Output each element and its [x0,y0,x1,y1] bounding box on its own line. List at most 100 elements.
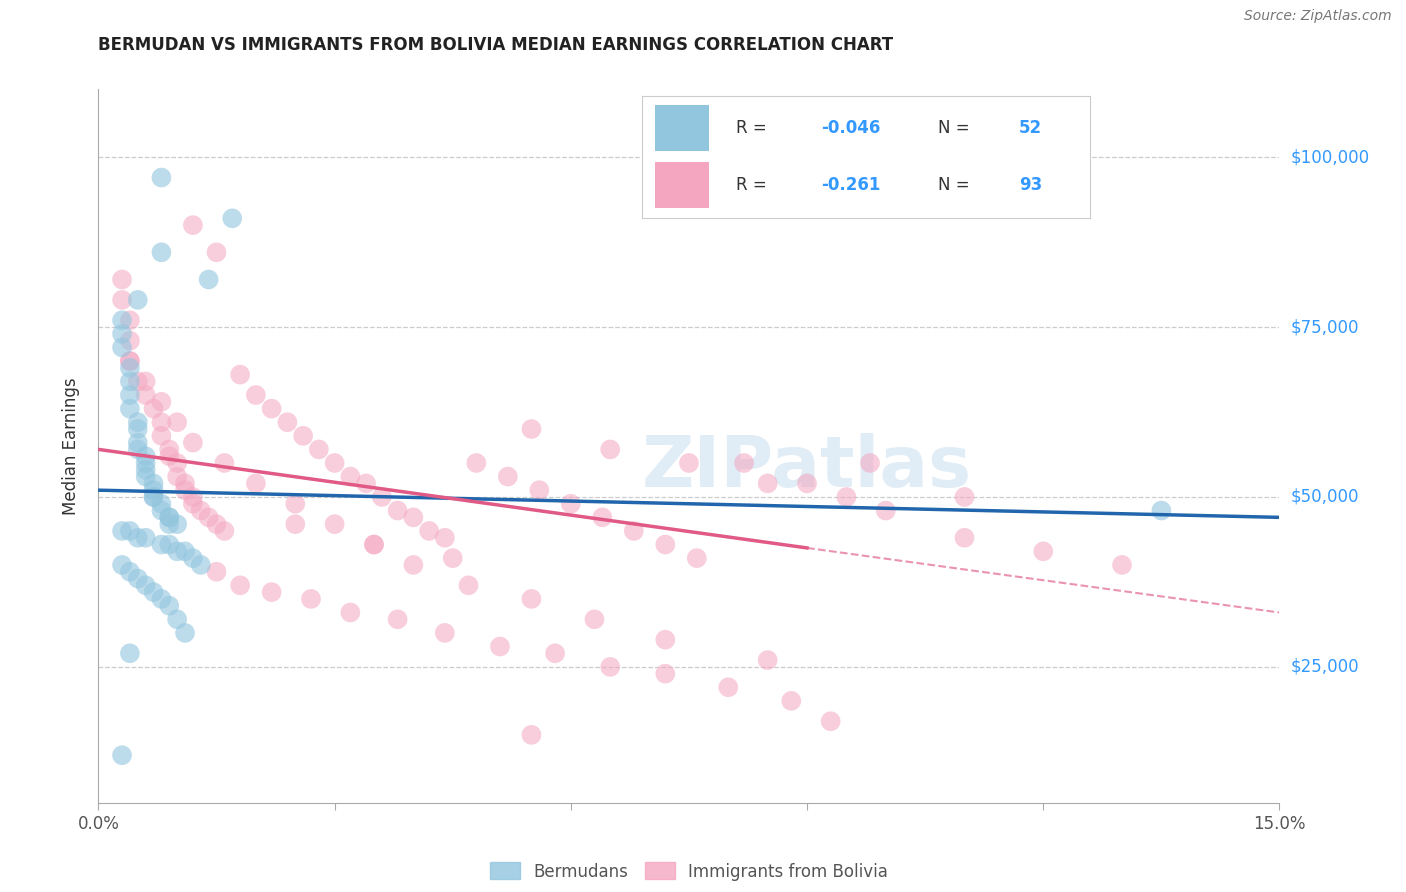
Point [118,524,141,538]
Point [859,456,882,470]
Point [820,714,842,729]
Point [157,442,180,457]
Point [371,490,394,504]
Point [135,463,157,477]
Point [457,578,479,592]
Point [520,728,543,742]
Text: BERMUDAN VS IMMIGRANTS FROM BOLIVIA MEDIAN EARNINGS CORRELATION CHART: BERMUDAN VS IMMIGRANTS FROM BOLIVIA MEDI… [98,36,894,54]
Point [654,537,676,551]
Point [135,578,157,592]
Point [118,334,141,348]
Point [654,632,676,647]
Point [150,503,173,517]
Point [260,585,283,599]
Point [308,442,330,457]
Point [118,354,141,368]
Point [174,483,197,498]
Point [157,510,180,524]
Point [142,490,165,504]
Point [181,497,204,511]
Point [111,326,134,341]
Point [135,469,157,483]
Point [323,456,346,470]
Point [166,469,188,483]
Point [221,211,243,226]
Point [623,524,645,538]
Point [150,497,173,511]
Point [142,483,165,498]
Point [135,375,157,389]
Point [118,388,141,402]
Point [181,435,204,450]
Point [150,394,173,409]
Point [111,524,134,538]
Point [135,456,157,470]
Point [127,293,149,307]
Point [135,531,157,545]
Point [157,510,180,524]
Point [181,218,204,232]
Point [284,497,307,511]
Point [418,524,440,538]
Point [166,415,188,429]
Point [299,591,322,606]
Text: $75,000: $75,000 [1291,318,1360,336]
Point [127,422,149,436]
Point [678,456,700,470]
Point [127,435,149,450]
Point [599,660,621,674]
Point [496,469,519,483]
Point [599,442,621,457]
Point [118,313,141,327]
Point [835,490,858,504]
Point [260,401,283,416]
Point [953,490,976,504]
Point [214,456,236,470]
Point [142,585,165,599]
Point [127,531,149,545]
Point [127,442,149,457]
Point [166,456,188,470]
Point [118,360,141,375]
Point [339,469,361,483]
Point [118,565,141,579]
Text: Source: ZipAtlas.com: Source: ZipAtlas.com [1244,9,1392,23]
Point [363,537,385,551]
Point [135,388,157,402]
Point [118,646,141,660]
Text: $50,000: $50,000 [1291,488,1360,506]
Point [354,476,377,491]
Point [111,748,134,763]
Point [150,591,173,606]
Point [127,415,149,429]
Point [150,537,173,551]
Point [111,293,134,307]
Y-axis label: Median Earnings: Median Earnings [62,377,80,515]
Point [157,599,180,613]
Point [205,517,228,532]
Point [402,558,425,572]
Point [197,272,219,286]
Point [135,449,157,463]
Text: ZIPatlas: ZIPatlas [643,433,972,502]
Point [387,612,409,626]
Point [529,483,551,498]
Point [591,510,613,524]
Point [780,694,803,708]
Point [284,517,307,532]
Point [166,612,188,626]
Point [166,544,188,558]
Point [205,245,228,260]
Point [111,313,134,327]
Point [150,245,173,260]
Point [583,612,606,626]
Point [229,578,252,592]
Point [214,524,236,538]
Point [441,551,464,566]
Point [181,490,204,504]
Point [142,401,165,416]
Point [190,558,212,572]
Point [953,531,976,545]
Point [402,510,425,524]
Point [756,476,779,491]
